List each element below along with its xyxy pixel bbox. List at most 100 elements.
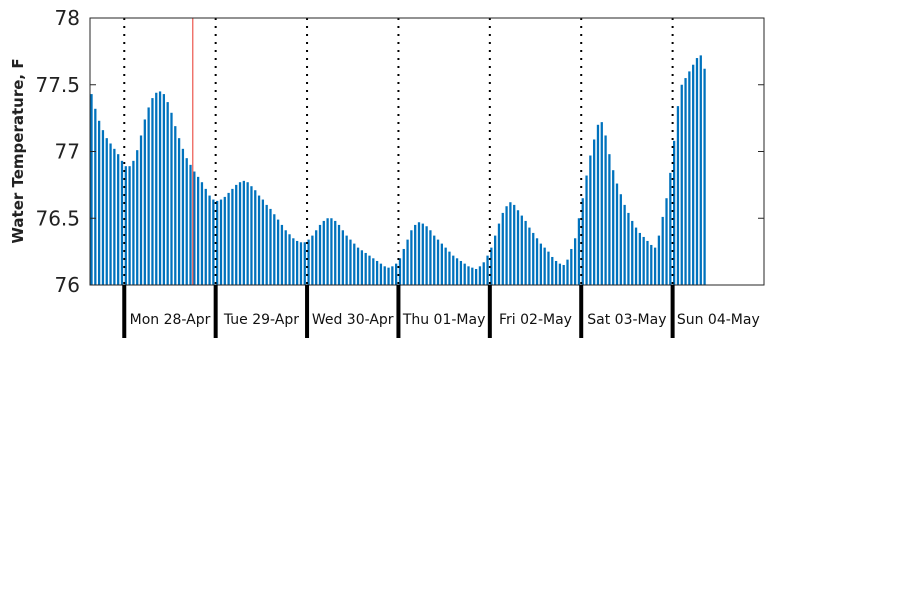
bar (227, 192, 230, 285)
bar (292, 238, 295, 285)
bar (429, 230, 432, 285)
bar (315, 230, 318, 285)
bar (478, 266, 482, 285)
bar (284, 230, 287, 285)
bar (596, 124, 600, 285)
bar (288, 234, 291, 285)
bar (98, 120, 101, 285)
bar (208, 195, 211, 285)
bar (669, 172, 672, 285)
bar (513, 204, 516, 285)
bar (436, 239, 440, 285)
bar (562, 264, 565, 285)
bar (695, 58, 699, 285)
bar (330, 218, 333, 285)
bar (204, 188, 207, 285)
bar (573, 238, 577, 285)
bar (379, 263, 383, 285)
day-labels: Mon 28-Apr Tue 29-Apr Wed 30-Apr Thu 01-May… (130, 312, 760, 328)
bar (417, 222, 421, 285)
bar (619, 194, 622, 285)
bar (490, 247, 493, 285)
bar (455, 258, 459, 285)
bar (147, 107, 150, 285)
bar (364, 252, 367, 285)
bar (151, 98, 154, 285)
bar (174, 126, 177, 285)
bar (448, 251, 451, 286)
bar (509, 202, 512, 285)
bar (494, 235, 497, 285)
bar (615, 183, 619, 285)
bar (688, 71, 691, 286)
bar (467, 266, 470, 285)
bar (680, 84, 683, 285)
bar (90, 94, 93, 285)
bar (322, 220, 325, 285)
bar (410, 230, 413, 285)
bar (612, 170, 615, 285)
day-label: Mon 28-Apr (130, 312, 211, 328)
bar (497, 223, 501, 285)
bar (113, 148, 116, 285)
y-tick-label: 76 (55, 273, 80, 297)
bar (444, 247, 447, 285)
bar (109, 143, 112, 285)
bar (395, 263, 398, 285)
bar (117, 154, 120, 285)
bar (501, 212, 504, 285)
bar (155, 92, 158, 285)
bar (650, 244, 653, 285)
y-tick-label: 77 (55, 140, 80, 164)
bar (166, 102, 169, 285)
bar (181, 148, 185, 285)
bar (570, 248, 573, 285)
bar (440, 243, 443, 285)
day-separators (122, 285, 675, 338)
bar (676, 106, 680, 285)
bar (482, 262, 485, 285)
y-axis-label: Water Temperature, F (9, 58, 27, 243)
bar (657, 235, 661, 285)
bar (299, 242, 303, 285)
bar (189, 164, 192, 285)
bar (193, 171, 196, 285)
bar (128, 166, 131, 285)
y-axis-ticks: 76 76.5 77 77.5 78 (35, 6, 764, 297)
bar (250, 186, 253, 285)
bar (452, 255, 455, 285)
day-label: Tue 29-Apr (223, 312, 299, 328)
bar (699, 55, 702, 285)
bar (520, 215, 523, 285)
bar-series (90, 55, 706, 286)
bar (177, 138, 181, 285)
bar (124, 166, 127, 285)
bar (185, 158, 188, 285)
bar (349, 239, 352, 285)
bar (158, 91, 162, 285)
bar (280, 224, 284, 285)
bar (132, 160, 135, 285)
bar (566, 259, 569, 285)
bar (254, 190, 257, 285)
bar (608, 154, 611, 285)
bar (219, 199, 223, 285)
bar (459, 260, 463, 285)
bar (231, 188, 234, 285)
bar (383, 266, 386, 285)
bar (505, 206, 508, 285)
bar (360, 250, 364, 285)
bar (257, 195, 261, 285)
bar (535, 238, 539, 285)
bar (627, 212, 630, 285)
bar (345, 235, 348, 285)
bar (311, 235, 314, 285)
bar (528, 227, 531, 285)
bar (223, 196, 226, 285)
bar (642, 236, 645, 285)
bar (577, 218, 581, 285)
bar (334, 220, 337, 285)
bar (661, 216, 664, 285)
bar (216, 200, 219, 285)
bar (143, 119, 146, 286)
